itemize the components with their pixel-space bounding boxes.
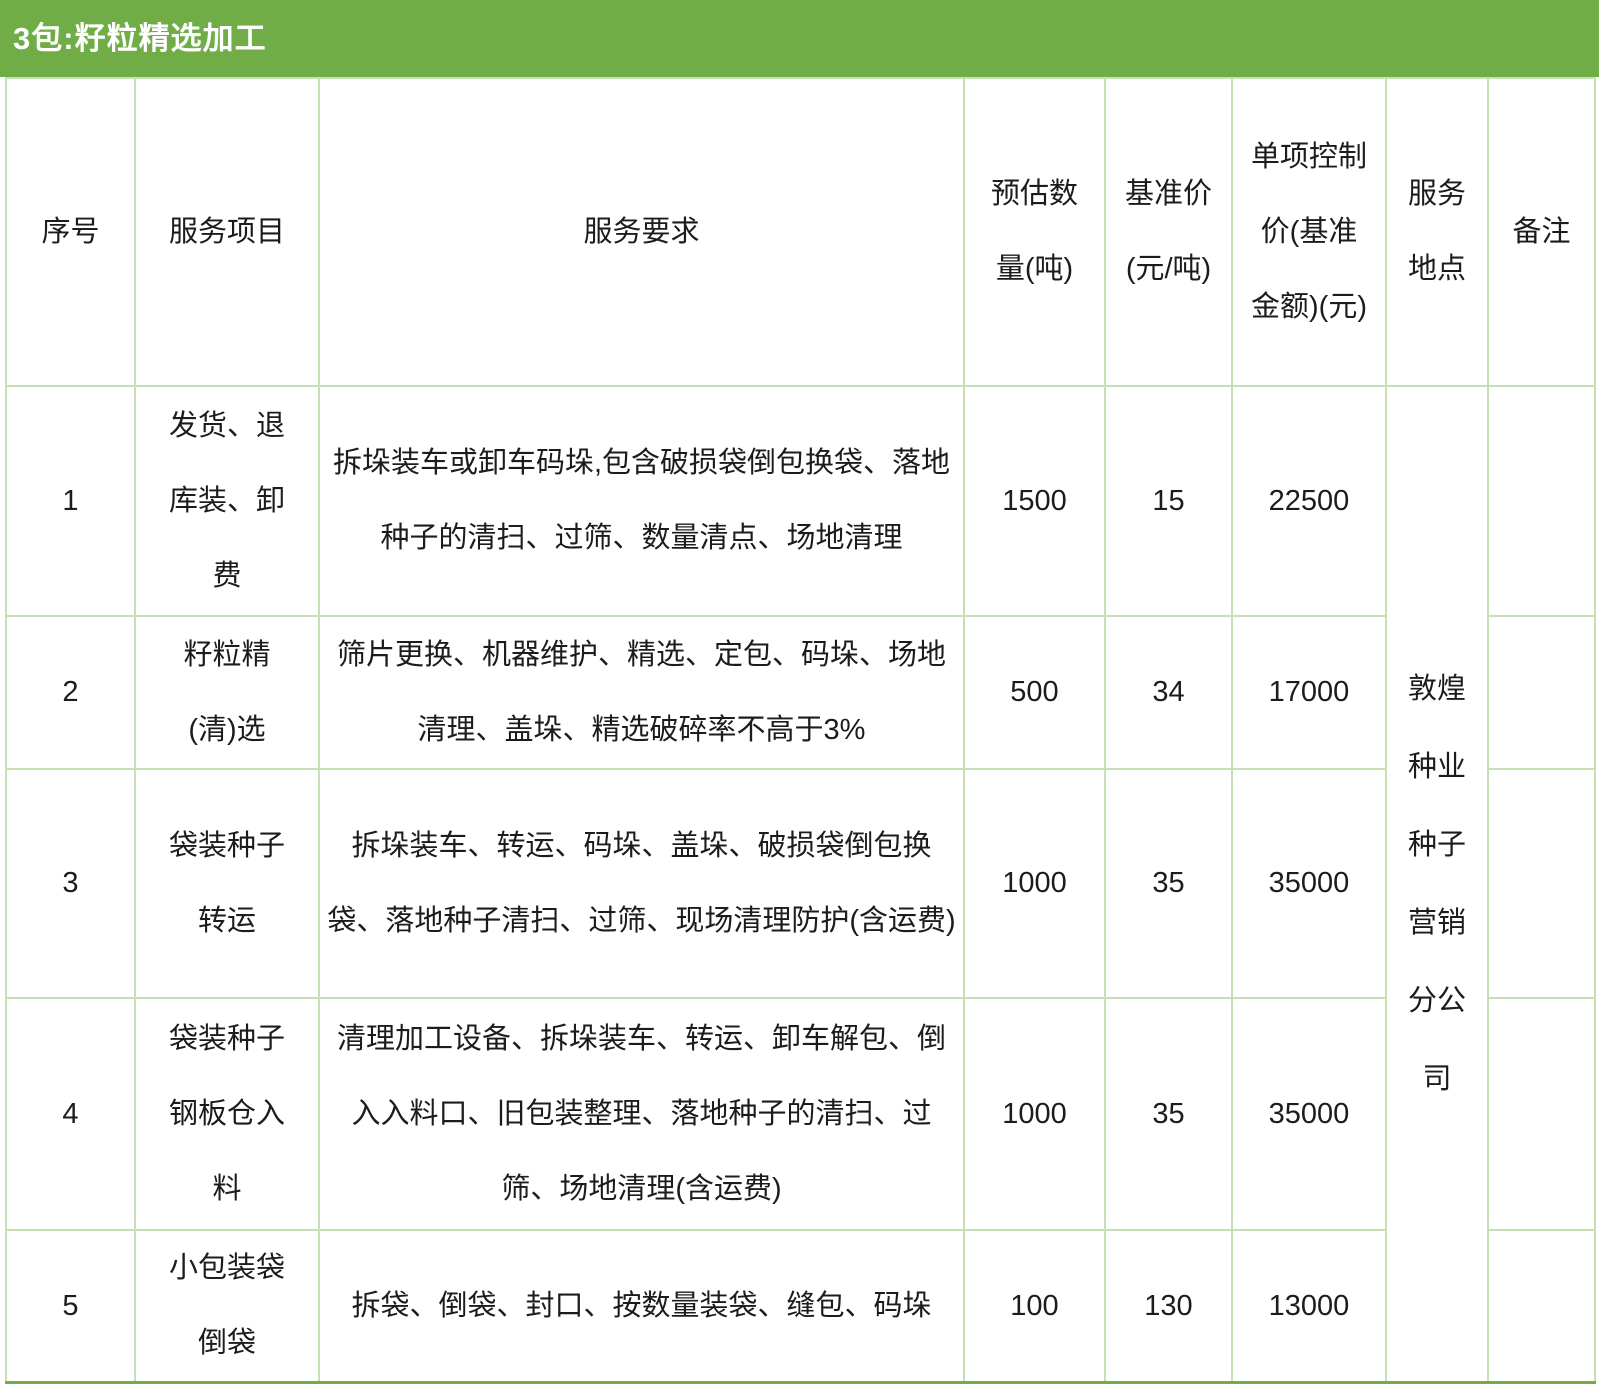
control-price-cell: 17000: [1231, 615, 1387, 770]
service-item-text: 籽粒精(清)选: [183, 638, 271, 746]
control-price-cell: 13000: [1231, 1229, 1387, 1384]
col-header-control-price: 单项控制价(基准金额)(元): [1231, 77, 1387, 387]
quantity-cell: 1000: [963, 997, 1106, 1231]
remark-cell: [1487, 768, 1596, 999]
package-title-bar: 3包:籽粒精选加工: [0, 0, 1599, 77]
seq-cell: 5: [5, 1229, 136, 1384]
service-item-cell: 小包装袋倒袋: [134, 1229, 320, 1384]
base-price-cell: 34: [1104, 615, 1233, 770]
base-price-cell: 130: [1104, 1229, 1233, 1384]
service-requirement-cell: 筛片更换、机器维护、精选、定包、码垛、场地清理、盖垛、精选破碎率不高于3%: [318, 615, 965, 770]
service-item-cell: 袋装种子转运: [134, 768, 320, 999]
quantity-cell: 1000: [963, 768, 1106, 999]
col-header-seq: 序号: [5, 77, 136, 387]
table-row: 4 袋装种子钢板仓入料 清理加工设备、拆垛装车、转运、卸车解包、倒入入料口、旧包…: [5, 997, 1596, 1231]
service-requirement-cell: 清理加工设备、拆垛装车、转运、卸车解包、倒入入料口、旧包装整理、落地种子的清扫、…: [318, 997, 965, 1231]
base-price-cell: 35: [1104, 997, 1233, 1231]
col-header-service-location: 服务地点: [1385, 77, 1489, 387]
col-header-base-price: 基准价(元/吨): [1104, 77, 1233, 387]
control-price-cell: 35000: [1231, 768, 1387, 999]
service-item-cell: 籽粒精(清)选: [134, 615, 320, 770]
service-item-cell: 袋装种子钢板仓入料: [134, 997, 320, 1231]
seq-cell: 2: [5, 615, 136, 770]
service-requirement-cell: 拆垛装车或卸车码垛,包含破损袋倒包换袋、落地种子的清扫、过筛、数量清点、场地清理: [318, 385, 965, 617]
col-header-estimated-quantity-label: 预估数量(吨): [990, 178, 1078, 285]
remark-cell: [1487, 997, 1596, 1231]
service-location-merged-cell: 敦煌种业种子营销分公司: [1385, 385, 1489, 1384]
quantity-cell: 500: [963, 615, 1106, 770]
service-item-text: 袋装种子转运: [168, 829, 285, 937]
header-row: 序号 服务项目 服务要求 预估数量(吨) 基准价(元/吨) 单项控制价(基准金额…: [5, 77, 1596, 387]
service-item-cell: 发货、退库装、卸费: [134, 385, 320, 617]
table-row: 1 发货、退库装、卸费 拆垛装车或卸车码垛,包含破损袋倒包换袋、落地种子的清扫、…: [5, 385, 1596, 1384]
control-price-cell: 22500: [1231, 385, 1387, 617]
base-price-cell: 35: [1104, 768, 1233, 999]
quantity-cell: 1500: [963, 385, 1106, 617]
col-header-service-requirement: 服务要求: [318, 77, 965, 387]
table-row: 2 籽粒精(清)选 筛片更换、机器维护、精选、定包、码垛、场地清理、盖垛、精选破…: [5, 615, 1596, 770]
service-location-text: 敦煌种业种子营销分公司: [1407, 673, 1466, 1095]
service-item-text: 发货、退库装、卸费: [168, 409, 285, 592]
service-requirement-cell: 拆袋、倒袋、封口、按数量装袋、缝包、码垛: [318, 1229, 965, 1384]
control-price-cell: 35000: [1231, 997, 1387, 1231]
remark-cell: [1487, 385, 1596, 617]
col-header-service-item: 服务项目: [134, 77, 320, 387]
seq-cell: 3: [5, 768, 136, 999]
package-title: 3包:籽粒精选加工: [13, 21, 267, 56]
service-requirement-cell: 拆垛装车、转运、码垛、盖垛、破损袋倒包换袋、落地种子清扫、过筛、现场清理防护(含…: [318, 768, 965, 999]
quantity-cell: 100: [963, 1229, 1106, 1384]
base-price-cell: 15: [1104, 385, 1233, 617]
service-item-text: 袋装种子钢板仓入料: [168, 1022, 285, 1205]
remark-cell: [1487, 615, 1596, 770]
seq-cell: 1: [5, 385, 136, 617]
col-header-base-price-label: 基准价(元/吨): [1124, 178, 1212, 285]
service-item-text: 小包装袋倒袋: [168, 1252, 285, 1359]
seq-cell: 4: [5, 997, 136, 1231]
col-header-remark: 备注: [1487, 77, 1596, 387]
col-header-service-location-label: 服务地点: [1407, 178, 1466, 285]
remark-cell: [1487, 1229, 1596, 1384]
col-header-control-price-label: 单项控制价(基准金额)(元): [1250, 140, 1367, 323]
services-table: 序号 服务项目 服务要求 预估数量(吨) 基准价(元/吨) 单项控制价(基准金额…: [5, 77, 1596, 1384]
col-header-estimated-quantity: 预估数量(吨): [963, 77, 1106, 387]
table-row: 5 小包装袋倒袋 拆袋、倒袋、封口、按数量装袋、缝包、码垛 100 130 13…: [5, 1229, 1596, 1384]
table-row: 3 袋装种子转运 拆垛装车、转运、码垛、盖垛、破损袋倒包换袋、落地种子清扫、过筛…: [5, 768, 1596, 999]
